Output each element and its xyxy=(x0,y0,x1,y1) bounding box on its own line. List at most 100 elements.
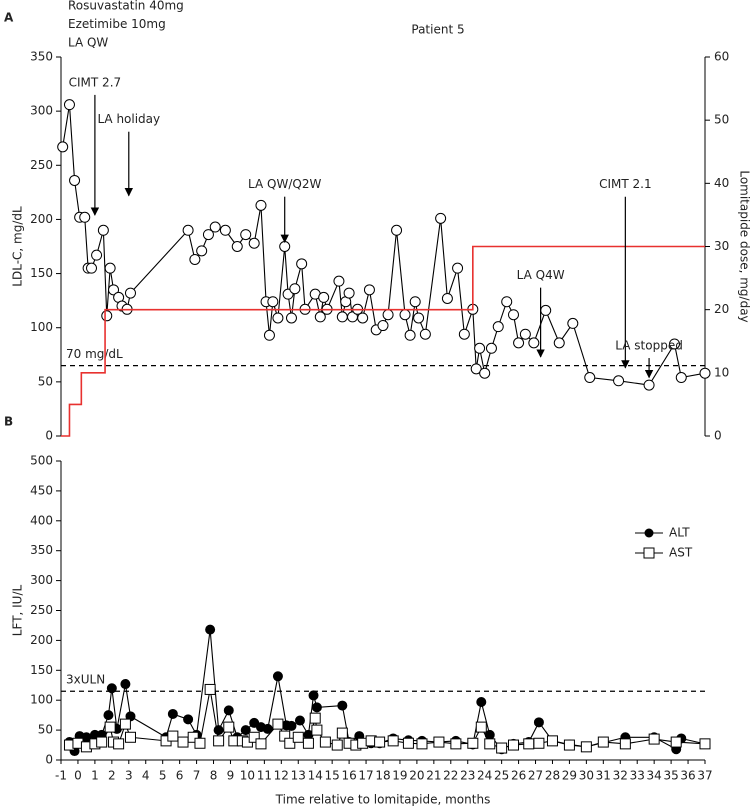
x-tick-label: 5 xyxy=(159,769,167,783)
point xyxy=(331,739,343,751)
point xyxy=(318,291,330,303)
note: LA QW xyxy=(68,36,108,50)
annotation: LA holiday xyxy=(97,112,160,126)
x-tick-label: 25 xyxy=(494,769,509,783)
point xyxy=(391,224,403,236)
y-tick-label: 300 xyxy=(30,573,53,587)
x-tick-label: 12 xyxy=(274,769,289,783)
point xyxy=(496,742,508,754)
point xyxy=(223,721,235,733)
point xyxy=(219,224,231,236)
x-tick-label: 13 xyxy=(291,769,306,783)
point xyxy=(209,221,221,233)
point xyxy=(597,736,609,748)
point xyxy=(302,737,314,749)
annotation: LA QW/Q2W xyxy=(248,177,321,191)
y-tick-label: 50 xyxy=(38,723,53,737)
point xyxy=(231,241,243,252)
point xyxy=(643,379,655,391)
x-tick-label: 14 xyxy=(308,769,323,783)
point xyxy=(309,712,321,724)
point xyxy=(513,337,525,349)
x-tick-label: 2 xyxy=(108,769,116,783)
y-axis-label: LDL-C, mg/dL xyxy=(11,206,25,287)
x-tick-label: 35 xyxy=(663,769,678,783)
point xyxy=(441,292,453,304)
note: Rosuvastatin 40mg xyxy=(68,0,184,13)
point xyxy=(272,718,284,730)
point xyxy=(183,714,194,725)
point xyxy=(485,342,497,354)
y-tick-label: 100 xyxy=(30,693,53,707)
legend-marker xyxy=(643,547,655,559)
point xyxy=(648,733,660,745)
point xyxy=(101,310,113,322)
y-tick-label: 250 xyxy=(30,158,53,172)
point xyxy=(413,312,425,324)
x-tick-label: 1 xyxy=(91,769,99,783)
reference-label: 3xULN xyxy=(66,673,105,687)
x-tick-label: 21 xyxy=(426,769,441,783)
x-tick-label: 20 xyxy=(409,769,424,783)
point xyxy=(57,141,69,153)
point xyxy=(675,372,687,384)
point xyxy=(177,736,189,748)
x-tick-label: 19 xyxy=(392,769,407,783)
point xyxy=(584,372,596,384)
point xyxy=(416,738,428,750)
y-tick-label: 200 xyxy=(30,633,53,647)
point xyxy=(91,249,103,261)
x-tick-label: 30 xyxy=(579,769,594,783)
point xyxy=(336,727,348,739)
x-tick-label: 28 xyxy=(545,769,560,783)
point xyxy=(289,283,301,295)
x-tick-label: -1 xyxy=(55,769,67,783)
point xyxy=(240,229,252,241)
point xyxy=(382,309,394,321)
point xyxy=(182,224,194,236)
x-tick-label: 16 xyxy=(341,769,356,783)
annotation: LA stopped xyxy=(615,339,683,353)
point xyxy=(103,710,114,721)
point xyxy=(533,717,544,728)
point xyxy=(240,725,251,736)
y2-tick-label: 60 xyxy=(714,50,729,64)
annotation: CIMT 2.7 xyxy=(69,75,122,89)
y-tick-label: 0 xyxy=(45,429,53,443)
point xyxy=(668,338,680,350)
point xyxy=(337,700,348,711)
point xyxy=(523,738,535,750)
point xyxy=(450,738,462,750)
point xyxy=(194,737,206,749)
point xyxy=(286,720,297,731)
point xyxy=(311,724,323,736)
y-tick-label: 450 xyxy=(30,483,53,497)
point xyxy=(223,705,234,716)
point xyxy=(205,624,216,635)
y2-tick-label: 10 xyxy=(714,365,729,379)
point xyxy=(311,702,322,713)
point xyxy=(670,736,682,748)
point xyxy=(96,736,108,748)
y-tick-label: 150 xyxy=(30,266,53,280)
y-tick-label: 100 xyxy=(30,320,53,334)
annotation: LA Q4W xyxy=(517,268,565,282)
point xyxy=(292,731,304,743)
panel-label: A xyxy=(4,11,14,25)
point xyxy=(399,309,411,321)
y-tick-label: 400 xyxy=(30,513,53,527)
point xyxy=(124,731,136,743)
y-tick-label: 350 xyxy=(30,543,53,557)
y-axis-label: LFT, IU/L xyxy=(11,584,25,636)
point xyxy=(553,337,565,349)
x-tick-label: 18 xyxy=(375,769,390,783)
point xyxy=(563,739,575,751)
point xyxy=(272,312,284,324)
point xyxy=(475,721,487,733)
point xyxy=(119,718,131,730)
point xyxy=(79,211,91,223)
point xyxy=(124,287,136,299)
point xyxy=(343,287,355,299)
